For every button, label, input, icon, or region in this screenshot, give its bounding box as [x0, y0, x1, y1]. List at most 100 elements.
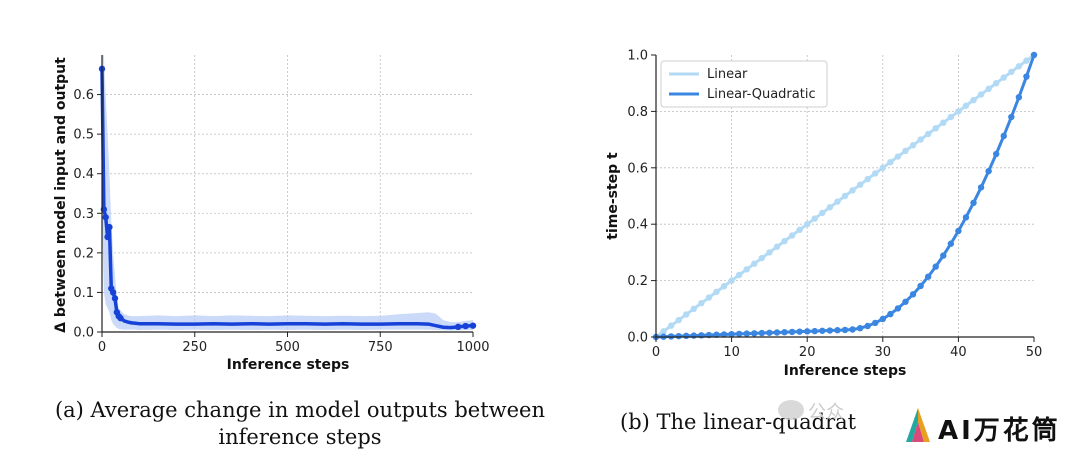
data-point-linear — [962, 102, 970, 109]
data-point-linear-quadratic — [804, 328, 811, 335]
x-tick-label: 30 — [875, 345, 892, 360]
data-point-linear-quadratic — [773, 329, 781, 336]
data-point-linear-quadratic — [887, 310, 894, 318]
data-point-linear — [970, 96, 977, 104]
y-tick-label: 0.6 — [627, 161, 648, 176]
y-tick-label: 0.8 — [627, 105, 648, 120]
data-point-linear — [864, 175, 871, 183]
data-point-linear-quadratic — [924, 273, 932, 280]
data-point-linear-quadratic — [751, 330, 758, 337]
data-point — [117, 314, 124, 322]
caption-a-line2: inference steps — [218, 425, 382, 449]
data-point-linear-quadratic — [834, 327, 841, 334]
y-tick-label: 0.4 — [627, 218, 648, 233]
chart-b-xlabel: Inference steps — [784, 363, 907, 379]
data-point-linear — [796, 226, 803, 234]
data-point-linear — [849, 187, 856, 194]
caption-a: (a) Average change in model outputs betw… — [40, 397, 560, 451]
data-point-linear-quadratic — [993, 150, 1000, 158]
data-point-linear-quadratic — [728, 330, 735, 338]
data-point-linear — [940, 119, 947, 126]
chart-b-ylabel-text: time-step t — [605, 152, 621, 240]
data-point-linear — [879, 164, 886, 171]
y-tick-label: 0.6 — [73, 88, 94, 103]
data-point-linear — [993, 80, 1000, 87]
data-point-linear — [894, 153, 902, 160]
data-point-linear-quadratic — [947, 240, 955, 247]
data-point-linear-quadratic — [819, 327, 826, 334]
data-point-linear-quadratic — [796, 328, 803, 335]
chart-a-grid — [102, 55, 473, 332]
data-point-linear-quadratic — [675, 332, 682, 340]
data-point-linear — [947, 113, 955, 121]
wechat-icon — [778, 400, 804, 420]
data-point-linear-quadratic — [856, 324, 864, 332]
data-point-linear-quadratic — [826, 327, 834, 334]
chart-a: 0.0 0.1 0.2 0.3 0.4 0.5 0.6 0 250 500 750 1000 Infe… — [53, 55, 490, 373]
data-point-linear — [955, 108, 962, 115]
data-point-linear — [924, 130, 932, 138]
y-tick-label: 1.0 — [627, 49, 648, 64]
data-point-linear-quadratic — [940, 252, 947, 259]
data-point-linear-quadratic — [872, 319, 879, 327]
y-tick-label: 0.0 — [73, 326, 94, 341]
data-point — [111, 295, 119, 302]
caption-b: (b) The linear-quadrat — [620, 410, 857, 434]
watermark-logo-icon — [904, 408, 932, 444]
data-point-linear-quadratic — [811, 327, 818, 335]
data-point — [462, 322, 469, 330]
data-point-linear-quadratic — [864, 322, 871, 330]
data-point-linear — [856, 181, 864, 188]
chart-a-xlabel: Inference steps — [227, 357, 350, 373]
data-point-linear — [902, 147, 909, 155]
x-tick-label: 0 — [652, 345, 660, 360]
chart-a-ticks: 0.0 0.1 0.2 0.3 0.4 0.5 0.6 0 250 500 750 1000 — [73, 88, 489, 355]
x-tick-label: 0 — [98, 340, 106, 355]
data-point — [454, 323, 462, 331]
data-point-linear — [826, 204, 834, 211]
data-point-linear — [758, 254, 766, 262]
data-point-linear — [811, 215, 818, 222]
data-point-linear — [766, 249, 773, 256]
data-point-linear-quadratic — [690, 332, 697, 339]
data-point-linear-quadratic — [962, 214, 970, 221]
data-point-linear — [667, 322, 675, 329]
data-point-linear-quadratic — [985, 167, 992, 175]
x-tick-label: 750 — [368, 340, 393, 355]
data-point-linear — [705, 294, 713, 301]
data-point-linear — [1023, 57, 1030, 64]
chart-b-ylabel: time-step t — [605, 152, 621, 240]
data-point-linear — [1008, 68, 1015, 76]
data-point-linear-quadratic — [1008, 113, 1015, 121]
data-point-linear — [660, 328, 667, 335]
watermark: 公众 AI万花筒 — [778, 398, 1078, 458]
data-point-linear — [932, 125, 939, 132]
data-point-linear — [834, 198, 841, 205]
data-point-linear — [683, 311, 690, 318]
data-point-linear — [713, 288, 720, 296]
data-point-linear — [690, 305, 697, 312]
data-point — [109, 289, 117, 296]
data-point-linear-quadratic — [970, 199, 977, 207]
data-point-linear — [698, 299, 705, 307]
data-point-linear — [781, 237, 788, 245]
data-point-linear-quadratic — [766, 329, 773, 336]
x-tick-label: 10 — [723, 345, 740, 360]
data-point-linear — [1015, 63, 1023, 70]
data-point-linear-quadratic — [1000, 132, 1007, 140]
x-tick-label: 40 — [950, 345, 967, 360]
y-tick-label: 0.5 — [73, 128, 94, 143]
data-point-linear-quadratic — [683, 332, 690, 340]
data-point-linear — [773, 243, 781, 250]
data-point-linear-quadratic — [1030, 51, 1038, 59]
y-tick-label: 0.2 — [627, 274, 648, 289]
legend-label-linear-quadratic: Linear-Quadratic — [707, 87, 816, 102]
chart-b: 0.0 0.2 0.4 0.6 0.8 1.0 0 10 20 30 40 50 Inference … — [605, 49, 1042, 380]
data-point-linear-quadratic — [1023, 73, 1030, 80]
data-point-linear — [743, 266, 750, 273]
data-point — [104, 233, 111, 241]
data-point-linear-quadratic — [902, 298, 909, 305]
data-point-linear-quadratic — [735, 330, 743, 338]
data-point-linear — [872, 170, 879, 177]
y-tick-label: 0.1 — [73, 286, 94, 301]
